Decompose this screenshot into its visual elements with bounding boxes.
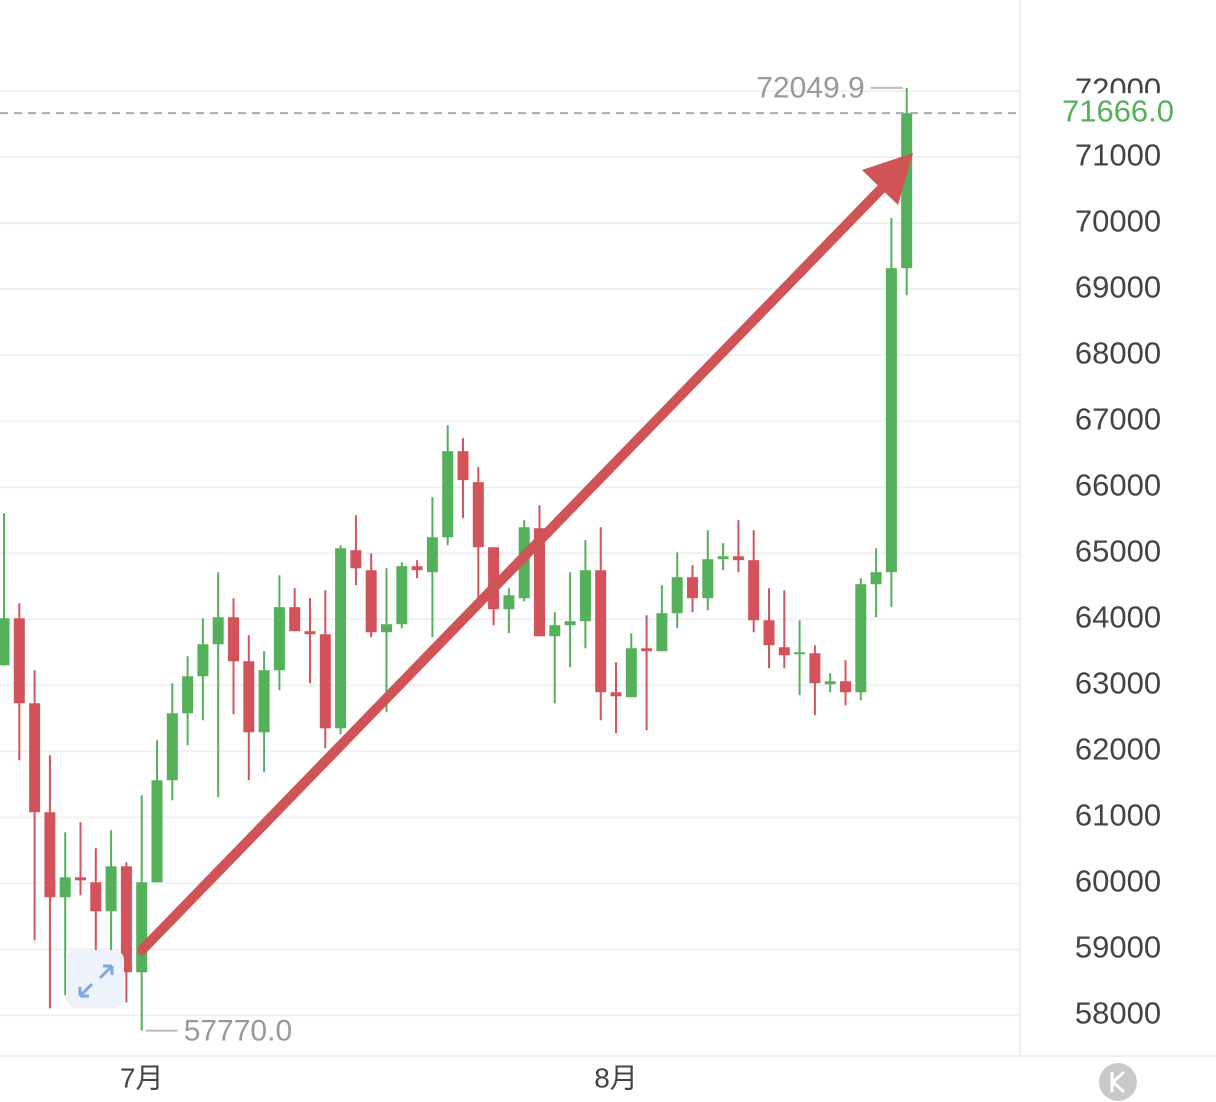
- candle-body: [564, 621, 576, 626]
- candle-body: [442, 451, 454, 538]
- y-tick-label: 65000: [1075, 533, 1161, 568]
- y-tick-label: 58000: [1075, 996, 1161, 1031]
- candle-body: [197, 644, 209, 677]
- expand-button[interactable]: [66, 950, 124, 1008]
- candle-body: [289, 607, 301, 632]
- y-tick-label: 68000: [1075, 335, 1161, 370]
- y-tick-label: 59000: [1075, 930, 1161, 965]
- candle-body: [212, 617, 224, 645]
- candle-body: [763, 620, 775, 646]
- overlay: [66, 153, 1137, 1101]
- candle-body: [732, 556, 744, 561]
- candle-body: [488, 547, 500, 610]
- candle-body: [671, 577, 683, 614]
- candle-body: [778, 647, 790, 656]
- trend-arrow: [137, 181, 889, 955]
- candle-body: [136, 882, 148, 973]
- candle-body: [381, 624, 392, 633]
- candle-body: [228, 617, 239, 662]
- candle-body: [396, 566, 408, 625]
- candle-body: [840, 681, 851, 693]
- candle-body: [687, 577, 698, 599]
- candle-body: [870, 572, 882, 585]
- candle-body: [549, 625, 561, 637]
- candle-body: [457, 451, 469, 481]
- y-tick-label: 60000: [1075, 864, 1161, 899]
- candle-body: [656, 613, 668, 652]
- y-tick-label: 62000: [1075, 731, 1161, 766]
- y-tick-label: 66000: [1075, 467, 1161, 502]
- candle-body: [166, 713, 178, 781]
- candle-body: [595, 570, 607, 693]
- candle-body: [13, 618, 25, 704]
- candles: [0, 87, 913, 1031]
- grid: [0, 90, 1020, 1017]
- y-tick-label: 63000: [1075, 665, 1161, 700]
- candle-body: [335, 548, 347, 729]
- candle-body: [625, 648, 637, 698]
- candle-body: [855, 584, 867, 693]
- candle-body: [885, 268, 897, 573]
- last-price-box: [1050, 93, 1190, 134]
- expand-icon: [78, 964, 114, 998]
- candle-body: [243, 661, 255, 733]
- y-tick-label: 64000: [1075, 599, 1161, 634]
- candle-body: [0, 618, 10, 666]
- candle-body: [29, 703, 41, 813]
- candle-body: [182, 676, 194, 714]
- y-tick-label: 61000: [1075, 798, 1161, 833]
- candle-body: [258, 670, 270, 733]
- candle-body: [794, 652, 806, 655]
- last-price-label: 71666.0: [1062, 93, 1174, 128]
- candle-body: [824, 681, 836, 685]
- candle-body: [120, 866, 132, 973]
- candle-body: [901, 113, 913, 269]
- k-icon: [1110, 1070, 1126, 1094]
- candle-body: [151, 780, 163, 883]
- candle-body: [503, 595, 515, 610]
- candle-body: [534, 528, 545, 637]
- candle-body: [610, 692, 622, 697]
- labels: 58000 59000 60000 61000 62000 63000 64000 65000…: [0, 71, 1190, 1093]
- candle-body: [748, 560, 760, 621]
- candle-body: [59, 877, 71, 898]
- y-tick-label: 69000: [1075, 269, 1161, 304]
- candle-body: [641, 648, 653, 652]
- candle-body: [365, 570, 377, 633]
- y-tick-label: 70000: [1075, 203, 1161, 238]
- candle-body: [411, 566, 423, 571]
- x-tick-label: 7月: [120, 1062, 164, 1093]
- y-tick-label: 71000: [1075, 137, 1161, 172]
- y-tick-label: 67000: [1075, 401, 1161, 436]
- candle-body: [717, 556, 729, 560]
- candle-body: [273, 607, 285, 671]
- candle-body: [472, 482, 484, 548]
- high-marker-label: 72049.9: [756, 72, 864, 105]
- low-marker-label: 57770.0: [184, 1014, 292, 1047]
- candle-body: [75, 877, 86, 881]
- trend-arrow-head: [862, 153, 913, 205]
- candle-body: [105, 866, 117, 912]
- candle-body: [426, 537, 438, 573]
- candle-body: [319, 634, 331, 729]
- candle-body: [350, 550, 362, 569]
- candle-body: [90, 882, 102, 912]
- k-button[interactable]: [1099, 1063, 1137, 1101]
- candle-body: [809, 653, 821, 684]
- candle-body: [44, 812, 56, 898]
- candle-body: [579, 570, 591, 622]
- candle-body: [304, 631, 316, 635]
- x-tick-label: 8月: [594, 1062, 638, 1093]
- candle-body: [702, 559, 714, 599]
